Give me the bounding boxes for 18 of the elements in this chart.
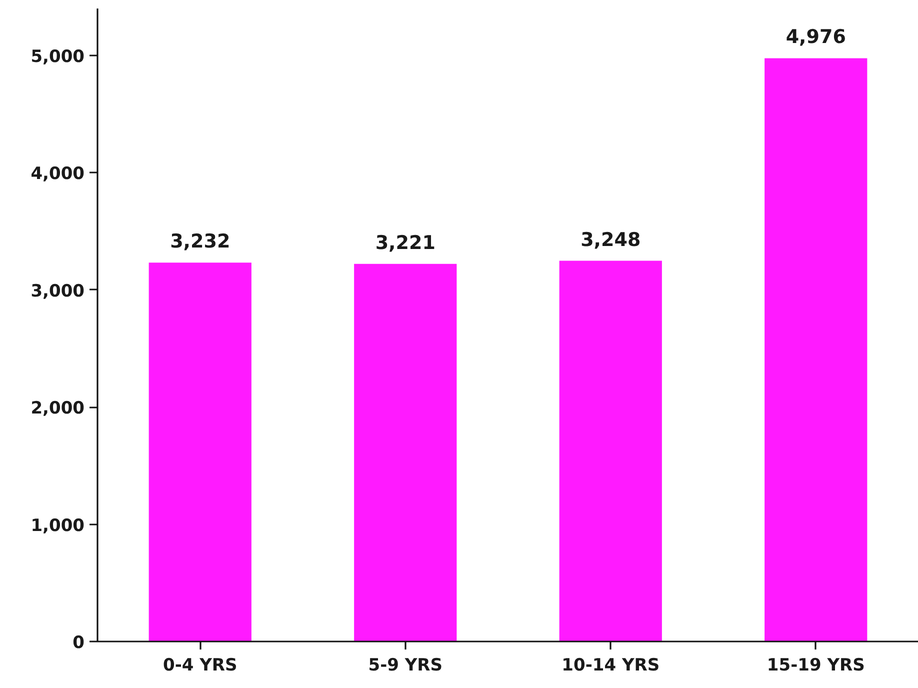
y-tick-label: 4,000 [30, 164, 85, 184]
bar [354, 264, 457, 642]
x-tick-label: 10-14 YRS [562, 656, 660, 676]
x-tick-label: 0-4 YRS [162, 656, 238, 676]
y-tick-label: 0 [72, 633, 85, 653]
y-tick-label: 5,000 [30, 46, 85, 67]
data-label: 3,221 [375, 232, 436, 254]
data-label: 4,976 [786, 26, 846, 48]
bar [764, 58, 868, 642]
y-tick-label: 1,000 [30, 516, 85, 536]
data-label: 3,248 [580, 228, 641, 251]
data-label: 3,232 [170, 230, 230, 253]
x-tick-label: 5-9 YRS [368, 656, 443, 676]
bar [148, 262, 252, 642]
y-tick-label: 2,000 [30, 398, 85, 419]
bar [559, 260, 662, 642]
y-tick-label: 3,000 [30, 281, 85, 302]
x-tick-label: 15-19 YRS [766, 656, 865, 676]
